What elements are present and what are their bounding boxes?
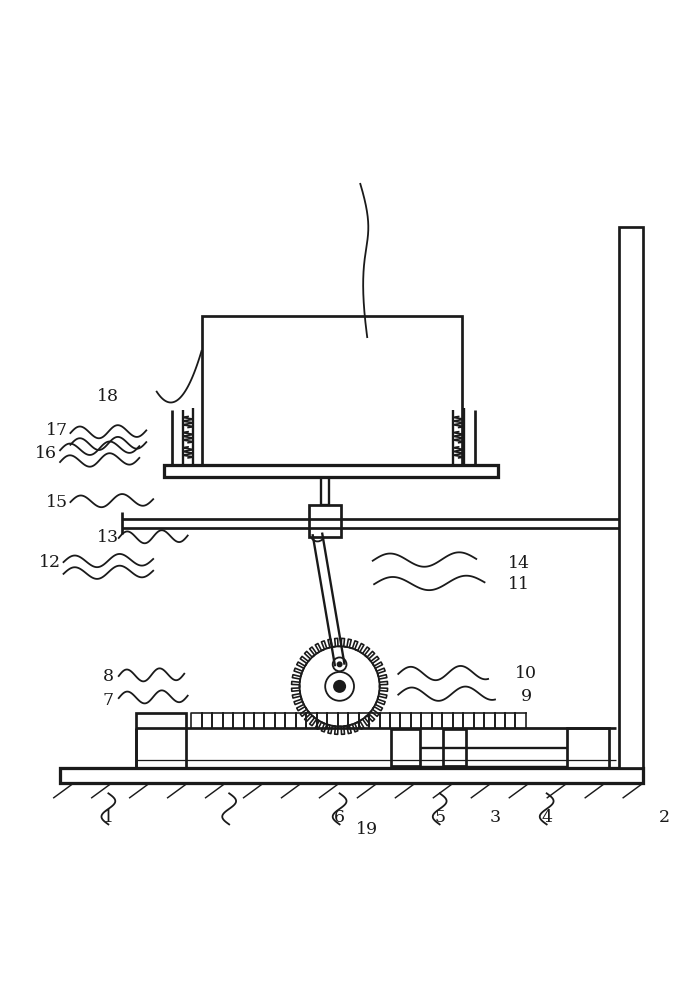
Text: 17: 17 [46, 422, 68, 439]
Text: 7: 7 [103, 692, 114, 709]
Bar [321, 477, 329, 505]
Text: 9: 9 [520, 688, 532, 705]
Text: 12: 12 [39, 554, 61, 571]
Bar [568, 728, 608, 768]
Bar [619, 227, 643, 768]
Text: 6: 6 [334, 809, 345, 826]
Text: 15: 15 [46, 494, 68, 511]
Text: 16: 16 [35, 445, 58, 462]
Bar [443, 729, 466, 766]
Bar [202, 316, 462, 465]
Bar [164, 465, 498, 477]
Text: 19: 19 [356, 821, 378, 838]
Text: 2: 2 [658, 809, 669, 826]
Circle shape [334, 681, 345, 692]
Text: 8: 8 [103, 668, 114, 685]
Text: 14: 14 [508, 555, 530, 572]
Text: 3: 3 [489, 809, 500, 826]
Circle shape [337, 662, 342, 666]
Bar [309, 505, 341, 537]
Circle shape [315, 532, 319, 537]
Text: 5: 5 [434, 809, 445, 826]
Text: 18: 18 [98, 388, 119, 405]
Text: 4: 4 [541, 809, 552, 826]
Text: 10: 10 [515, 665, 537, 682]
Bar [60, 768, 643, 783]
Bar [392, 729, 421, 766]
Text: 13: 13 [97, 529, 119, 546]
Text: 11: 11 [508, 576, 530, 593]
Bar [136, 713, 186, 768]
Text: 1: 1 [103, 809, 114, 826]
